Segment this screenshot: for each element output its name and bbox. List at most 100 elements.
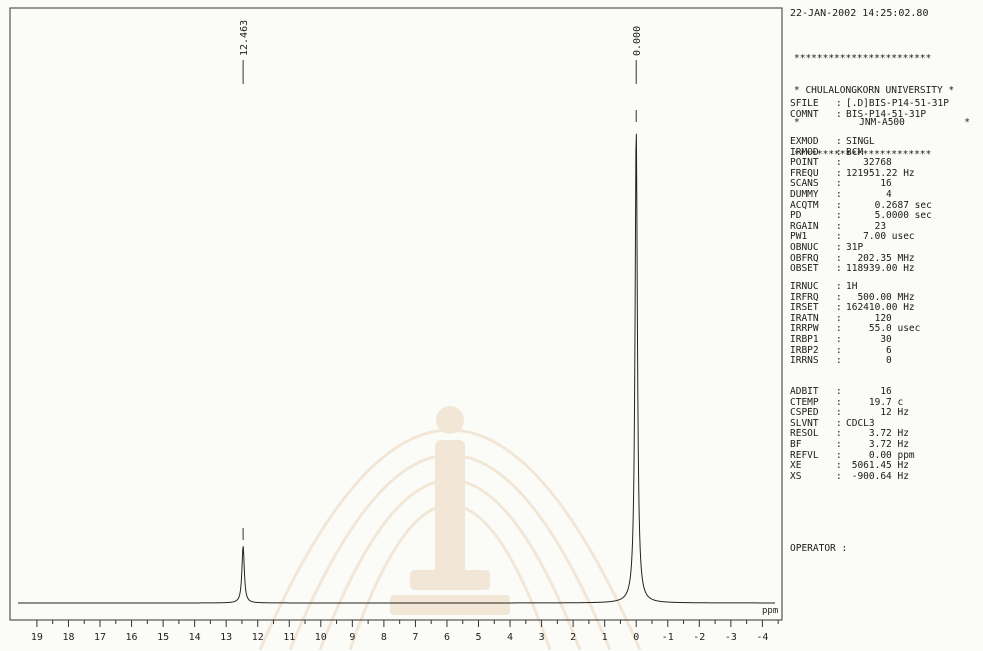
param-row-xs: XS: -900.64 Hz (790, 470, 915, 483)
param-row-exmod: EXMOD: SINGL (790, 136, 932, 148)
x-tick-label: 15 (157, 632, 169, 643)
x-tick-label: 3 (539, 632, 545, 643)
param-colon: : (836, 188, 842, 200)
x-axis-ticks: 19 18 17 16 15 14 13 12 11 10 9 8 7 6 5 4 3 2 1 0 -1 -2 -3 -4 (31, 620, 779, 643)
param-row-acqtm: ACQTM: 0.2687 sec (790, 199, 932, 212)
param-colon: : (836, 407, 842, 419)
param-colon: : (836, 108, 842, 120)
param-row-irbp1: IRBP1: 30 (790, 333, 920, 346)
param-key: EXMOD (790, 136, 819, 147)
param-key: COMNT (790, 108, 819, 120)
operator-key: OPERATOR (790, 543, 836, 554)
param-row-obfrq: OBFRQ: 202.35 MHz (790, 252, 932, 265)
param-row-frequ: FREQU:121951.22 Hz (790, 168, 932, 180)
param-row-irnuc: IRNUC:1H (790, 281, 920, 293)
x-tick-label: 13 (220, 632, 232, 643)
banner-star-right: * (964, 116, 970, 128)
param-colon: : (836, 231, 842, 243)
param-value: 118939.00 Hz (846, 263, 915, 275)
param-row-resol: RESOL: 3.72 Hz (790, 429, 915, 440)
param-row-xe: XE: 5061.45 Hz (790, 461, 915, 472)
param-row-slvnt: SLVNT: CDCL3 (790, 417, 915, 430)
param-key: CSPED (790, 407, 819, 419)
x-tick-label: -3 (725, 632, 737, 643)
x-tick-label: 19 (31, 632, 43, 643)
param-value: 7.00 usec (846, 231, 915, 243)
processing-params-block: ADBIT: 16 CTEMP: 19.7 c CSPED: 12 Hz SLVNT:… (790, 386, 915, 483)
param-row-rgain: RGAIN: 23 (790, 220, 932, 233)
param-row-irfrq: IRFRQ: 500.00 MHz (790, 292, 920, 304)
param-row-dummy: DUMMY: 4 (790, 188, 932, 201)
param-key: XS (790, 470, 802, 482)
param-value: -900.64 Hz (846, 470, 909, 482)
acquisition-datetime: 22-JAN-2002 14:25:02.80 (790, 8, 929, 19)
param-row-scans: SCANS: 16 (790, 179, 932, 190)
param-key: IRRNS (790, 355, 819, 367)
param-value: 0.2687 sec (846, 199, 932, 211)
watermark-emblem (258, 406, 642, 650)
operator-colon: : (841, 543, 848, 554)
param-key: XE (790, 460, 802, 472)
param-value: 16 (846, 386, 892, 397)
param-row-pw1: PW1: 7.00 usec (790, 232, 932, 243)
x-tick-label: 11 (283, 632, 295, 643)
banner-instrument-row: * JNM-A500 * (794, 116, 970, 129)
peak-label: 0.000 (632, 26, 643, 56)
x-tick-label: -2 (693, 632, 705, 643)
param-colon: : (836, 220, 842, 232)
banner-stars-top: ************************ (794, 53, 932, 65)
param-value: SINGL (846, 136, 875, 147)
param-key: OBNUC (790, 241, 819, 253)
x-tick-label: 0 (633, 632, 639, 643)
param-value: 162410.00 Hz (846, 302, 915, 314)
param-colon: : (836, 386, 842, 397)
param-key: POINT (790, 157, 819, 169)
param-row-comnt: COMNT: BIS-P14-51-31P (790, 108, 949, 121)
x-tick-label: -1 (662, 632, 674, 643)
param-key: RESOL (790, 428, 819, 440)
param-colon: : (836, 323, 842, 335)
param-value: 55.0 usec (846, 323, 921, 335)
institution-banner: ************************ * CHULALONGKORN… (794, 33, 970, 181)
param-value: 31P (846, 241, 864, 253)
parameter-panel: 22-JAN-2002 14:25:02.80 ****************… (788, 0, 983, 651)
param-colon: : (836, 460, 842, 472)
x-tick-label: 17 (94, 632, 106, 643)
param-colon: : (836, 333, 842, 345)
param-value: 1H (846, 281, 858, 292)
param-value: 3.72 Hz (846, 428, 909, 440)
x-tick-label: 6 (444, 632, 450, 643)
param-colon: : (836, 428, 842, 440)
x-tick-label: 12 (252, 632, 264, 643)
param-key: SFILE (790, 98, 819, 109)
x-tick-label: 16 (126, 632, 138, 643)
x-tick-label: 14 (189, 632, 201, 643)
param-value: 16 (846, 178, 892, 190)
param-value: 5061.45 Hz (846, 460, 909, 472)
operator-row: OPERATOR : (790, 543, 848, 555)
param-key: IRATN (790, 312, 819, 324)
x-tick-label: 8 (381, 632, 387, 643)
param-colon: : (836, 263, 842, 275)
param-colon: : (836, 396, 842, 408)
param-key: IRNUC (790, 281, 819, 292)
param-value: BIS-P14-51-31P (846, 108, 927, 120)
param-key: SLVNT (790, 417, 819, 429)
spectrum-trace (18, 133, 775, 604)
banner-stars-bottom: ************************ (794, 148, 932, 160)
x-tick-label: 18 (62, 632, 74, 643)
param-colon: : (836, 438, 842, 450)
param-colon: : (836, 449, 842, 461)
x-tick-label: 10 (315, 632, 327, 643)
param-value: 3.72 Hz (846, 438, 909, 450)
param-key: IRBP2 (790, 344, 819, 356)
param-row-sfile: SFILE: [.D]BIS-P14-51-31P (790, 98, 949, 110)
param-value: [.D]BIS-P14-51-31P (846, 98, 949, 109)
param-colon: : (836, 146, 842, 158)
x-tick-label: 7 (412, 632, 418, 643)
param-colon: : (836, 98, 842, 109)
param-colon: : (836, 470, 842, 482)
param-row-pd: PD: 5.0000 sec (790, 211, 932, 222)
param-row-iratn: IRATN: 120 (790, 312, 920, 325)
param-colon: : (836, 252, 842, 264)
